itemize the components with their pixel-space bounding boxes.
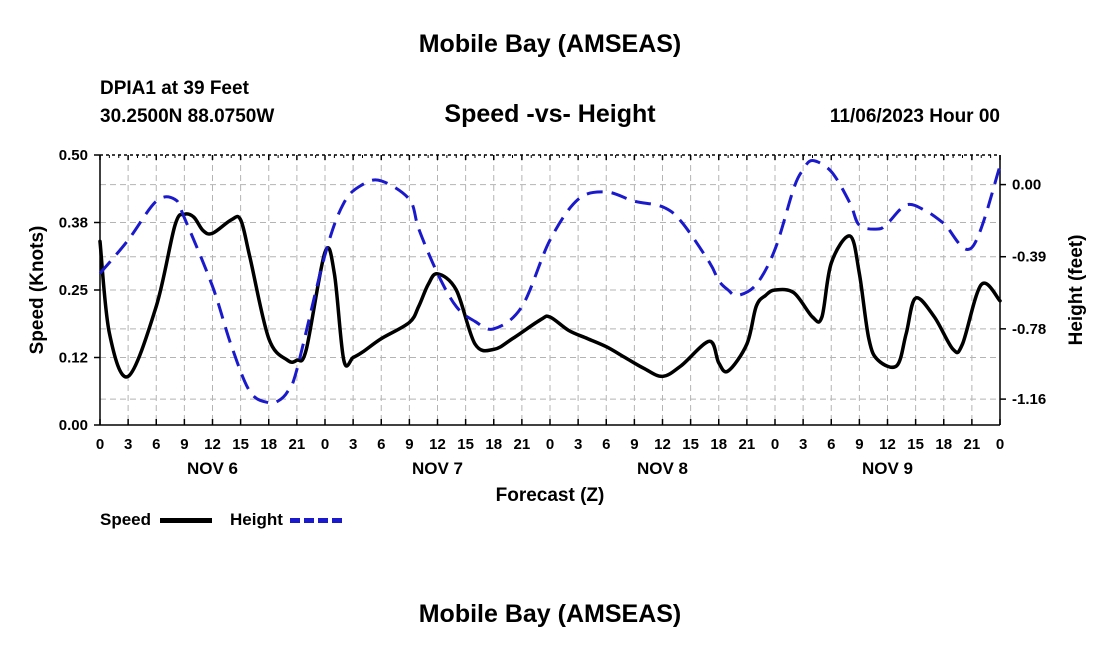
y2-tick-label: -1.16 [1012,391,1046,408]
x-tick-label: 18 [260,436,277,453]
x-tick-label: 3 [349,436,357,453]
legend-height-label: Height [230,510,283,529]
y-tick-label: 0.12 [59,350,88,367]
x-axis-title: Forecast (Z) [496,485,605,506]
x-tick-label: 21 [739,436,756,453]
x-tick-label: 15 [232,436,249,453]
x-tick-label: 15 [457,436,474,453]
chart-subtitle: Speed -vs- Height [444,100,656,128]
x-tick-label: 9 [855,436,863,453]
x-tick-label: 3 [124,436,132,453]
speed-series-line [98,212,1002,379]
chart-main-title: Mobile Bay (AMSEAS) [418,30,682,58]
x-tick-label: 21 [514,436,531,453]
x-tick-label: 0 [321,436,329,453]
x-tick-label: 12 [429,436,446,453]
x-tick-label: 0 [996,436,1004,453]
y2-axis-title: Height (feet) [1066,235,1087,346]
legend-speed-label: Speed [100,510,152,529]
x-tick-label: 12 [204,436,221,453]
x-tick-label: 15 [682,436,699,453]
y2-tick-label: -0.39 [1012,249,1046,266]
x-tick-label: 6 [152,436,160,453]
day-label: NOV 7 [412,459,463,478]
station-coordinates: 30.2500N 88.0750W [100,106,275,127]
x-tick-label: 6 [602,436,610,453]
x-tick-label: 18 [935,436,952,453]
x-tick-label: 12 [654,436,671,453]
day-label: NOV 9 [862,459,913,478]
x-tick-label: 21 [289,436,306,453]
y-tick-label: 0.38 [59,215,88,232]
legend-speed-swatch [160,518,212,523]
x-tick-label: 12 [879,436,896,453]
y2-tick-label: 0.00 [1012,177,1041,194]
y2-tick-label: -0.78 [1012,321,1046,338]
x-tick-label: 9 [630,436,638,453]
y-tick-label: 0.25 [59,282,88,299]
x-tick-label: 9 [180,436,188,453]
legend-height-swatch [290,518,342,523]
forecast-datetime: 11/06/2023 Hour 00 [829,106,1000,127]
x-tick-label: 21 [964,436,981,453]
x-tick-label: 3 [574,436,582,453]
y-tick-label: 0.00 [59,417,88,434]
y-axis-title: Speed (Knots) [27,226,48,355]
x-tick-label: 9 [405,436,413,453]
x-tick-label: 0 [546,436,554,453]
x-tick-label: 0 [771,436,779,453]
x-tick-label: 15 [907,436,924,453]
footer-title: Mobile Bay (AMSEAS) [418,600,682,628]
x-tick-label: 6 [377,436,385,453]
x-tick-label: 6 [827,436,835,453]
height-series-line [98,159,1002,405]
y-tick-label: 0.50 [59,147,88,164]
day-label: NOV 6 [187,459,238,478]
x-tick-label: 18 [710,436,727,453]
x-tick-label: 18 [485,436,502,453]
x-tick-label: 0 [96,436,104,453]
x-tick-label: 3 [799,436,807,453]
station-label: DPIA1 at 39 Feet [100,78,249,99]
day-label: NOV 8 [637,459,688,478]
